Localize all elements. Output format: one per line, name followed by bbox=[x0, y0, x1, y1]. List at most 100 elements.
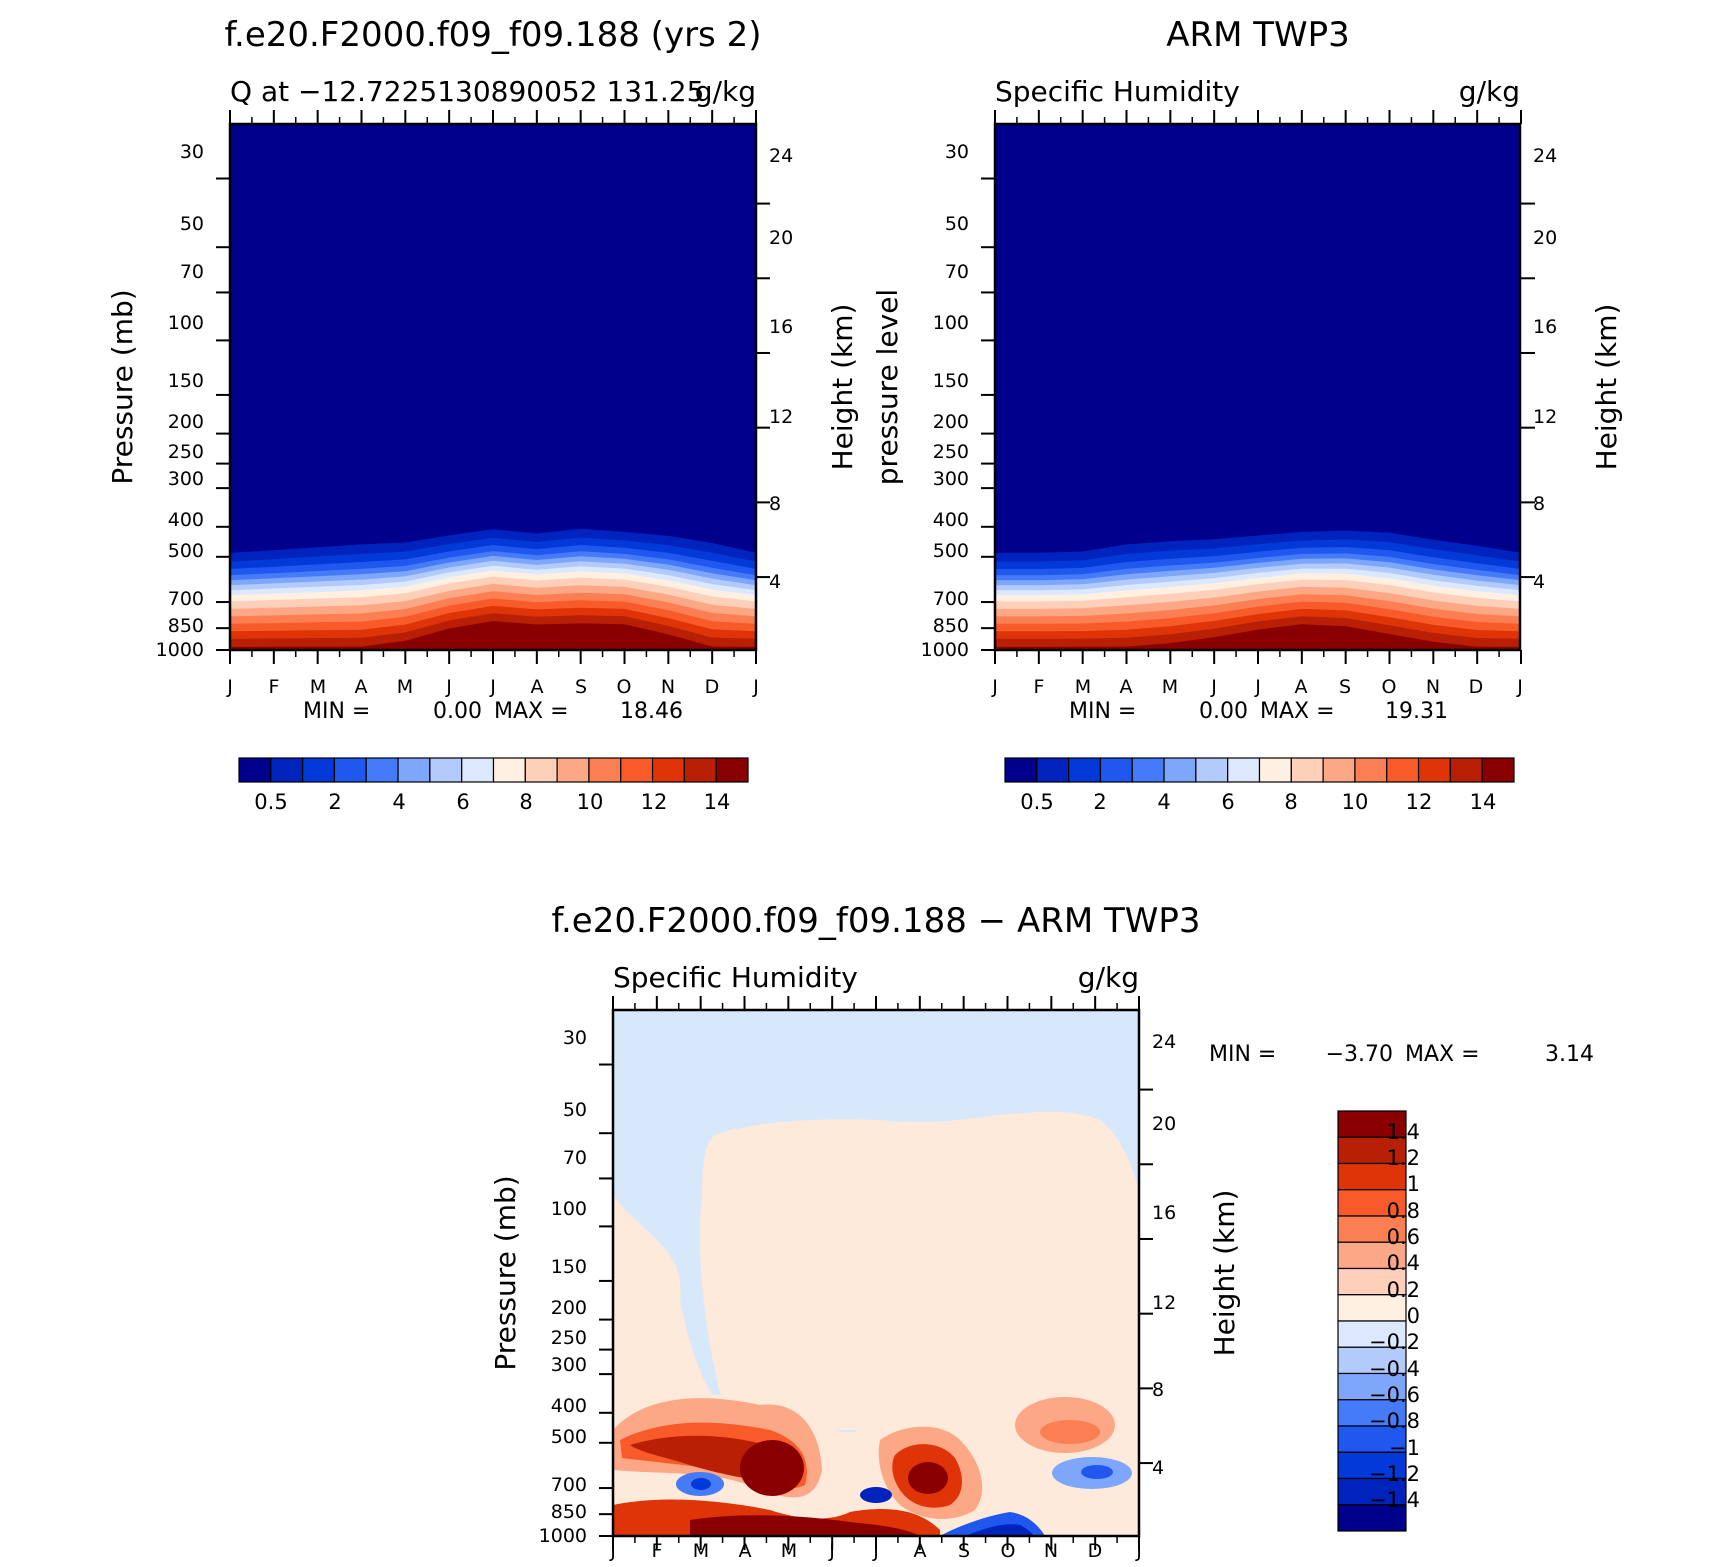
panel-diff-max-label: MAX = bbox=[1405, 1042, 1480, 1067]
y-tick-label: 50 bbox=[563, 1099, 587, 1121]
panel-diff-title: f.e20.F2000.f09_f09.188 − ARM TWP3 bbox=[551, 901, 1200, 941]
colorbar-swatch bbox=[651, 757, 685, 783]
panel-obs-ticks bbox=[981, 110, 1535, 664]
x-tick-label: S bbox=[575, 676, 587, 698]
panel-obs-max-label: MAX = bbox=[1260, 699, 1335, 724]
panel-obs-y-labels: 30 50 70 100 150 200 250 300 400 500 700… bbox=[921, 141, 969, 661]
y2-tick-label: 20 bbox=[1533, 227, 1557, 249]
colorbar-swatch bbox=[1337, 1399, 1407, 1427]
panel-model-max-label: MAX = bbox=[494, 699, 569, 724]
colorbar-label: −1.4 bbox=[1369, 1488, 1420, 1512]
colorbar-label: −0.8 bbox=[1369, 1409, 1420, 1433]
x-tick-label: J bbox=[1210, 676, 1217, 698]
y-tick-label: 850 bbox=[168, 615, 204, 637]
diff-blob-right-inner bbox=[1040, 1420, 1100, 1444]
y2-tick-label: 4 bbox=[769, 571, 781, 593]
colorbar-label: 1.4 bbox=[1387, 1120, 1420, 1144]
y-tick-label: 500 bbox=[551, 1426, 587, 1448]
colorbar-swatch bbox=[1322, 757, 1356, 783]
colorbar-swatch bbox=[524, 757, 558, 783]
x-tick-label: J bbox=[991, 676, 998, 698]
panel-obs-field-bands bbox=[995, 530, 1520, 650]
diff-low-level-core bbox=[690, 1515, 920, 1536]
y2-tick-label: 8 bbox=[1152, 1379, 1164, 1401]
y-tick-label: 70 bbox=[563, 1147, 587, 1169]
panel-obs-right-axis-title: Height (km) bbox=[1590, 304, 1623, 471]
colorbar-swatch bbox=[1449, 757, 1483, 783]
y-tick-label: 400 bbox=[551, 1395, 587, 1417]
y-tick-label: 400 bbox=[933, 509, 969, 531]
y-tick-label: 200 bbox=[933, 411, 969, 433]
x-tick-label: J bbox=[1135, 1540, 1142, 1562]
x-tick-label: D bbox=[705, 676, 720, 698]
x-tick-label: N bbox=[1044, 1540, 1058, 1562]
colorbar-swatch bbox=[1337, 1162, 1407, 1191]
colorbar-swatch bbox=[1337, 1294, 1407, 1322]
colorbar-label: 0.2 bbox=[1387, 1278, 1420, 1302]
y-tick-label: 50 bbox=[180, 213, 204, 235]
contour-band-15 bbox=[995, 624, 1520, 650]
panel-diff-min-label: MIN = bbox=[1209, 1042, 1276, 1067]
x-tick-label: F bbox=[269, 676, 280, 698]
panel-obs-left-axis-title: pressure level bbox=[871, 289, 904, 485]
x-tick-label: F bbox=[1034, 676, 1045, 698]
colorbar-label: 6 bbox=[456, 790, 469, 814]
panel-diff-units: g/kg bbox=[1078, 961, 1139, 994]
colorbar-label: 14 bbox=[704, 790, 731, 814]
x-tick-label: J bbox=[1516, 676, 1523, 698]
x-tick-label: J bbox=[1254, 676, 1261, 698]
colorbar-label: 6 bbox=[1221, 790, 1234, 814]
y-tick-label: 150 bbox=[933, 370, 969, 392]
x-tick-label: M bbox=[781, 1540, 797, 1562]
y-tick-label: 300 bbox=[933, 468, 969, 490]
x-tick-label: A bbox=[1120, 676, 1133, 698]
panel-model-y-labels: 30 50 70 100 150 200 250 300 400 500 700… bbox=[156, 141, 204, 661]
colorbar-label: 12 bbox=[1406, 790, 1433, 814]
y-tick-label: 30 bbox=[180, 141, 204, 163]
x-tick-label: A bbox=[739, 1540, 752, 1562]
colorbar-label: 10 bbox=[577, 790, 604, 814]
colorbar-swatch bbox=[1337, 1189, 1407, 1217]
colorbar-label: 1.2 bbox=[1387, 1146, 1420, 1170]
x-tick-label: M bbox=[397, 676, 413, 698]
panel-model-units: g/kg bbox=[695, 75, 756, 108]
y2-tick-label: 24 bbox=[769, 145, 793, 167]
diff-neg-july-core bbox=[860, 1487, 892, 1503]
panel-model-field-bands bbox=[230, 528, 756, 650]
colorbar-swatch bbox=[1337, 1215, 1407, 1243]
panel-model-left-axis-title: Pressure (mb) bbox=[106, 289, 139, 484]
panel-diff-colorbar-labels: 1.4 1.2 1 0.8 0.6 0.4 0.2 0 −0.2 −0.4 −0… bbox=[1369, 1120, 1420, 1512]
y-tick-label: 500 bbox=[168, 540, 204, 562]
y2-tick-label: 16 bbox=[1533, 316, 1557, 338]
y-tick-label: 70 bbox=[945, 261, 969, 283]
colorbar-swatch bbox=[1337, 1346, 1407, 1375]
x-tick-label: A bbox=[914, 1540, 927, 1562]
y2-tick-label: 4 bbox=[1533, 571, 1545, 593]
y2-tick-label: 4 bbox=[1152, 1457, 1164, 1479]
panel-model-x-labels: J F M A M J J A S O N D J bbox=[226, 676, 759, 698]
colorbar-label: 0.8 bbox=[1387, 1199, 1420, 1223]
x-tick-label: A bbox=[355, 676, 368, 698]
y2-tick-label: 12 bbox=[769, 406, 793, 428]
colorbar-swatch bbox=[683, 757, 717, 783]
panel-diff-ticks bbox=[599, 996, 1153, 1550]
x-tick-label: M bbox=[310, 676, 326, 698]
panel-model-left-label: Q at −12.7225130890052 131.25 bbox=[230, 75, 704, 108]
colorbar-swatch bbox=[1131, 757, 1165, 783]
panel-model-title: f.e20.F2000.f09_f09.188 (yrs 2) bbox=[225, 15, 762, 55]
y2-tick-label: 16 bbox=[1152, 1202, 1176, 1224]
x-tick-label: J bbox=[828, 1540, 835, 1562]
diff-positive-region-upper bbox=[613, 1111, 1139, 1430]
panel-diff-right-axis-title: Height (km) bbox=[1208, 1190, 1241, 1357]
y2-tick-label: 12 bbox=[1533, 406, 1557, 428]
x-tick-label: J bbox=[226, 676, 233, 698]
x-tick-label: J bbox=[489, 676, 496, 698]
panel-obs-colorbar bbox=[1004, 757, 1515, 783]
panel-model-max-value: 18.46 bbox=[620, 699, 683, 724]
colorbar-swatch bbox=[333, 757, 367, 783]
colorbar-swatch bbox=[1068, 757, 1102, 783]
y-tick-label: 300 bbox=[551, 1354, 587, 1376]
x-tick-label: S bbox=[958, 1540, 970, 1562]
colorbar-swatch bbox=[1337, 1320, 1407, 1348]
y-tick-label: 1000 bbox=[156, 639, 204, 661]
